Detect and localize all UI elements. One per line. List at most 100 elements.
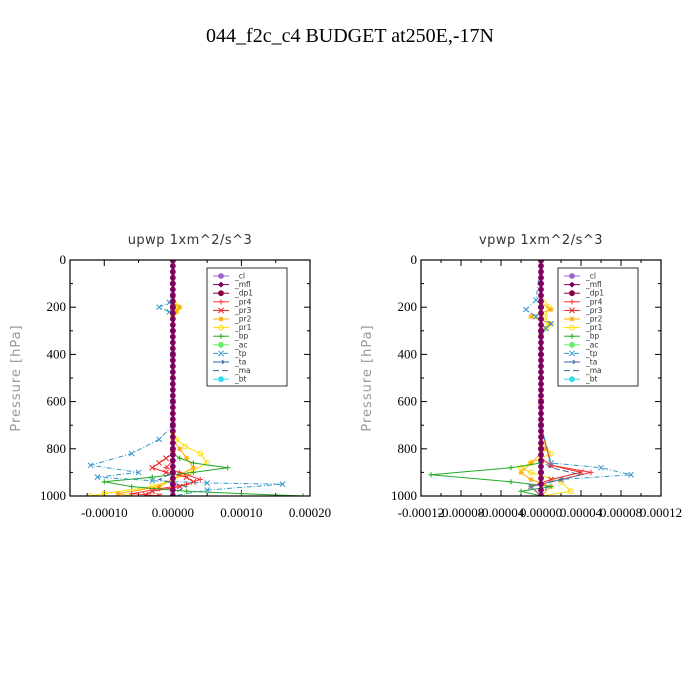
series-point-tp (543, 325, 549, 332)
series-point-tp (135, 469, 142, 476)
series-point-dp1 (538, 274, 544, 281)
series-point-dp1 (538, 386, 544, 393)
legend-marker (569, 290, 575, 297)
legend-marker (218, 316, 224, 322)
series-point-pr1 (197, 450, 204, 457)
legend-label: _bp (234, 332, 249, 341)
series-point-pr4 (156, 493, 162, 496)
series-point-dp1 (169, 410, 176, 417)
series-point-tp (204, 480, 211, 486)
series-point-bp (190, 460, 197, 466)
legend-label: _mfl (585, 280, 602, 289)
series-point-dp1 (169, 386, 176, 393)
series-point-pr2 (548, 306, 554, 313)
series-point-dp1 (169, 304, 176, 311)
series-point-pr2 (528, 460, 534, 466)
legend-label: _ta (234, 358, 246, 367)
series-point-pr2 (190, 465, 197, 471)
legend-label: _ma (234, 366, 251, 375)
series-point-dp1 (169, 434, 176, 440)
legend-marker (218, 324, 224, 331)
series-point-dp1 (538, 487, 544, 494)
series-point-dp1 (169, 457, 176, 464)
series-point-dp1 (169, 416, 176, 423)
series-point-dp1 (169, 428, 176, 435)
series-point-pr2 (518, 469, 524, 475)
series-point-dp1 (169, 345, 176, 352)
legend-label: _ma (585, 366, 602, 375)
series-point-dp1 (169, 451, 176, 458)
series-point-dp1 (538, 463, 544, 470)
legend-label: _pr3 (234, 306, 252, 315)
series-point-tp (204, 487, 211, 494)
series-point-pr2 (528, 476, 534, 483)
figure-title: 044_f2c_c4 BUDGET at250E,-17N (206, 25, 494, 47)
series-point-bp (238, 491, 245, 496)
series-point-pr3 (163, 469, 169, 476)
series-point-dp1 (538, 428, 544, 435)
series-point-dp1 (169, 369, 176, 376)
chart-panel-2: vpwp 1xm^2/s^3 Pressure [hPa] 0 200 400 600 80… (360, 233, 682, 520)
series-point-dp1 (538, 268, 544, 275)
series-point-dp1 (538, 310, 544, 317)
legend-marker (218, 333, 224, 339)
series-point-bp (508, 479, 514, 485)
legend-marker (569, 273, 575, 279)
series-point-dp1 (169, 381, 176, 387)
series-point-tp (528, 483, 534, 490)
series-point-dp1 (538, 286, 544, 293)
legend-marker (569, 281, 575, 288)
x-tick-label: 0.00000 (152, 505, 194, 520)
series-point-pr2 (543, 446, 549, 452)
series-point-pr4 (163, 465, 169, 471)
series-point-bp (508, 465, 514, 471)
series-point-dp1 (169, 445, 176, 452)
legend-marker (218, 290, 224, 297)
legend-label: _pr2 (234, 315, 252, 324)
series-point-dp1 (169, 339, 176, 346)
series-point-dp1 (169, 422, 176, 429)
series-point-pr4 (129, 491, 135, 496)
series-point-pr4 (197, 476, 203, 483)
series-point-dp1 (538, 298, 544, 305)
y-tick-label: 200 (398, 299, 418, 314)
series-point-dp1 (538, 457, 544, 464)
series-point-dp1 (538, 322, 544, 328)
y-tick-label: 800 (47, 441, 67, 456)
series-point-dp1 (169, 481, 176, 488)
legend-label: _bp (585, 332, 600, 341)
x-tick-label: -0.00010 (81, 505, 128, 520)
series-point-dp1 (538, 475, 544, 482)
legend-label: _pr2 (585, 315, 603, 324)
series-point-dp1 (538, 481, 544, 488)
legend-marker (218, 299, 224, 305)
legend-marker (569, 324, 575, 331)
series-point-bp (183, 488, 190, 494)
legend-label: _ta (585, 358, 597, 367)
series-point-dp1 (538, 263, 544, 269)
legend-marker (218, 273, 224, 279)
series-point-dp1 (169, 322, 176, 328)
series-point-tp (87, 462, 94, 469)
x-tick-label: 0.00012 (640, 505, 682, 520)
series-point-tp (533, 297, 539, 304)
series-point-dp1 (538, 345, 544, 352)
series-point-pr1 (87, 493, 94, 496)
series-point-dp1 (169, 263, 176, 269)
series-point-dp1 (538, 369, 544, 376)
plot-frame (69, 259, 311, 497)
x-tick-label: 0.00010 (220, 505, 262, 520)
legend-marker (218, 376, 224, 383)
legend-marker (569, 350, 575, 357)
series-point-bp (548, 483, 554, 490)
series-point-dp1 (538, 339, 544, 346)
series-point-pr3 (156, 493, 163, 496)
series-point-dp1 (169, 268, 176, 275)
series-point-dp1 (538, 445, 544, 452)
y-axis-label: Pressure [hPa] (9, 324, 24, 431)
legend-marker (569, 333, 575, 339)
series-point-bp (518, 488, 524, 494)
series-point-dp1 (169, 351, 176, 358)
series-point-dp1 (169, 440, 176, 446)
series-point-dp1 (169, 280, 176, 287)
